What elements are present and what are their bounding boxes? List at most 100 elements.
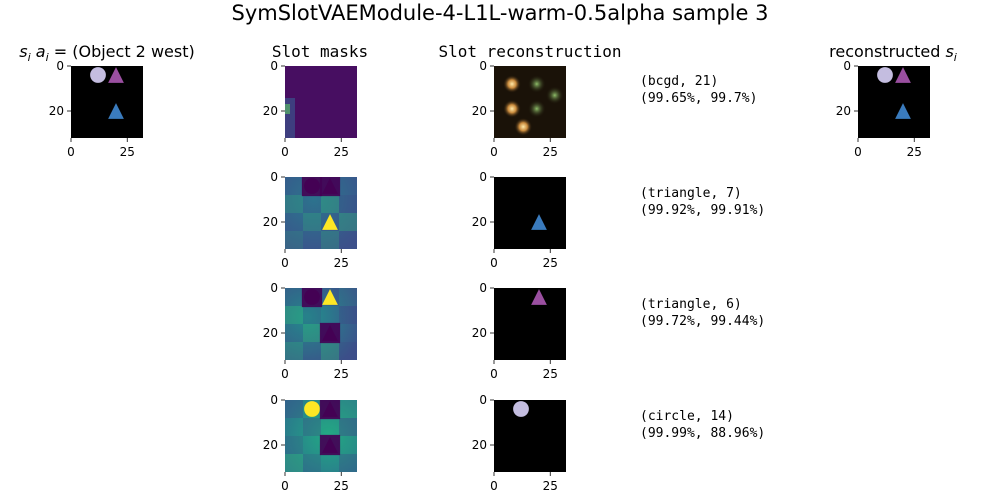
- panel-recon-0: 0 25 0 20: [472, 59, 566, 159]
- x-tick-label: 25: [543, 256, 558, 270]
- x-tick-label: 0: [67, 145, 75, 159]
- circle-marker: [877, 67, 893, 83]
- x-tick-label: 25: [120, 145, 135, 159]
- y-tick-label: 0: [270, 281, 278, 295]
- panel-mask-0: 0 25 0 20: [263, 59, 357, 159]
- mask-edge-hot: [285, 104, 290, 114]
- recon-fill: [494, 177, 566, 249]
- output-column-label: reconstructed si: [829, 42, 957, 64]
- scene-background: [858, 66, 930, 138]
- mask-patch: [339, 288, 357, 306]
- y-tick-label: 0: [479, 281, 487, 295]
- panel-output: 0 25 0 20: [836, 59, 930, 159]
- y-tick-label: 0: [479, 170, 487, 184]
- purple-triangle-mask: [322, 401, 338, 417]
- y-tick-label: 20: [263, 104, 278, 118]
- x-tick-label: 25: [907, 145, 922, 159]
- mask-patch: [285, 195, 303, 213]
- panel-input: 0 25 0 20: [49, 59, 143, 159]
- mask-patch: [285, 288, 303, 306]
- blue-triangle-marker: [108, 103, 124, 119]
- purple-triangle-mask: [322, 289, 338, 305]
- circle-marker: [90, 67, 106, 83]
- recon-column-label: Slot reconstruction: [438, 42, 621, 61]
- y-tick-label: 20: [263, 215, 278, 229]
- mask-fill: [285, 66, 357, 138]
- y-tick-label: 0: [56, 59, 64, 73]
- x-tick-label: 25: [543, 479, 558, 493]
- x-tick-label: 25: [334, 479, 349, 493]
- x-tick-label: 0: [281, 479, 289, 493]
- recon-fill: [494, 400, 566, 472]
- slot-annotation-3-line2: (99.99%, 88.96%): [640, 426, 765, 441]
- slot-annotation-2-line2: (99.72%, 99.44%): [640, 314, 765, 329]
- blue-triangle-mask: [322, 325, 338, 341]
- x-tick-label: 0: [490, 256, 498, 270]
- slot-annotation-1-line2: (99.92%, 99.91%): [640, 203, 765, 218]
- mask-patch: [339, 436, 357, 454]
- purple-triangle-recon: [531, 289, 547, 305]
- panel-mask-1: 0 25 0 20: [263, 170, 357, 270]
- mask-patch: [339, 213, 357, 231]
- mask-patch: [339, 400, 357, 418]
- x-tick-label: 0: [490, 479, 498, 493]
- panel-recon-3: 0 25 0 20: [472, 393, 566, 493]
- x-tick-label: 0: [490, 145, 498, 159]
- mask-patch: [339, 306, 357, 324]
- x-tick-label: 0: [854, 145, 862, 159]
- y-tick-label: 0: [270, 170, 278, 184]
- y-tick-label: 0: [479, 59, 487, 73]
- mask-patch: [285, 436, 303, 454]
- panel-recon-1: 0 25 0 20: [472, 170, 566, 270]
- blue-triangle-recon: [531, 214, 547, 230]
- recon-artifact: [545, 86, 564, 105]
- mask-patch: [285, 177, 303, 195]
- mask-patch: [285, 306, 303, 324]
- y-tick-label: 20: [472, 326, 487, 340]
- figure-title: SymSlotVAEModule-4-L1L-warm-0.5alpha sam…: [232, 1, 769, 25]
- panel-mask-3: 0 25 0 20: [263, 393, 357, 493]
- slot-annotation-0-line1: (bcgd, 21): [640, 74, 718, 89]
- mask-patch: [303, 306, 321, 324]
- mask-patch: [285, 231, 303, 249]
- mask-patch: [321, 418, 339, 436]
- y-tick-label: 20: [472, 215, 487, 229]
- masks-column-label: Slot masks: [272, 42, 368, 61]
- recon-fill: [494, 288, 566, 360]
- blue-triangle-mask: [322, 437, 338, 453]
- x-tick-label: 0: [281, 256, 289, 270]
- mask-patch: [321, 231, 339, 249]
- mask-patch: [303, 418, 321, 436]
- input-column-label: si ai = (Object 2 west): [19, 42, 194, 64]
- slot-annotation-2-line1: (triangle, 6): [640, 297, 742, 312]
- mask-patch: [303, 213, 321, 231]
- mask-patch: [321, 342, 339, 360]
- mask-patch: [339, 342, 357, 360]
- blue-triangle-marker: [895, 103, 911, 119]
- x-tick-label: 0: [281, 145, 289, 159]
- slot-annotation-0-line2: (99.65%, 99.7%): [640, 91, 757, 106]
- y-tick-label: 0: [843, 59, 851, 73]
- x-tick-label: 0: [490, 367, 498, 381]
- y-tick-label: 20: [836, 104, 851, 118]
- y-tick-label: 0: [270, 59, 278, 73]
- mask-edge: [285, 98, 295, 138]
- recon-artifact: [514, 117, 533, 136]
- mask-patch: [303, 324, 321, 342]
- x-tick-label: 25: [334, 256, 349, 270]
- recon-artifact: [503, 75, 521, 93]
- y-tick-label: 0: [270, 393, 278, 407]
- y-tick-label: 0: [479, 393, 487, 407]
- purple-triangle-marker: [895, 67, 911, 83]
- circle-recon: [513, 401, 529, 417]
- mask-patch: [339, 231, 357, 249]
- x-tick-label: 25: [543, 145, 558, 159]
- y-tick-label: 20: [49, 104, 64, 118]
- mask-patch: [303, 342, 321, 360]
- blue-triangle-mask: [322, 214, 338, 230]
- y-tick-label: 20: [472, 104, 487, 118]
- mask-patch: [303, 195, 321, 213]
- mask-patch: [285, 400, 303, 418]
- mask-patch: [339, 454, 357, 472]
